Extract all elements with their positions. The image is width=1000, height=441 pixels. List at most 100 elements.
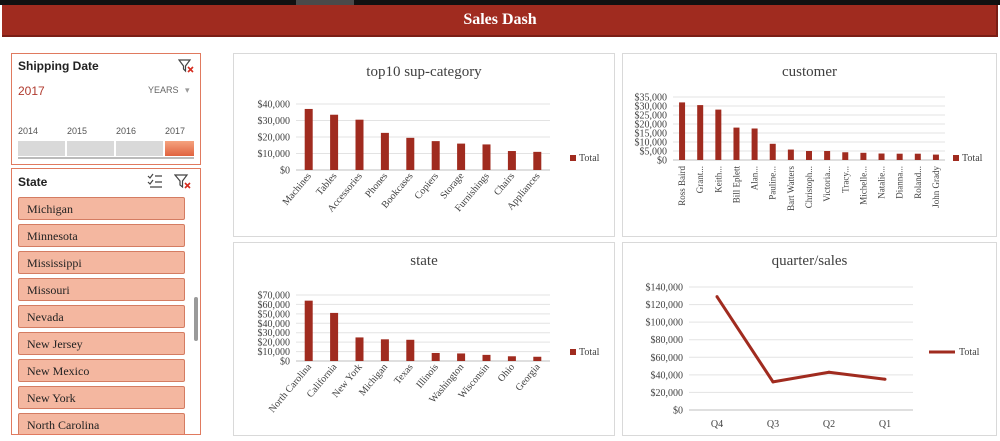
time-level-label: YEARS [148,85,179,95]
x-tick-label: Tables [314,171,339,198]
window-top-strip [0,0,1000,5]
timeline-segment-2015[interactable] [67,141,114,156]
bar [380,132,389,170]
timeline-year-label: 2015 [67,126,88,136]
x-tick-label: Georgia [514,361,543,393]
y-tick-label: $10,000 [258,149,291,160]
x-tick-label: Grant... [695,166,705,193]
timeline-segment-2014[interactable] [18,141,65,156]
y-tick-label: $0 [657,156,667,167]
x-tick-label: Q2 [823,419,835,430]
state-item[interactable]: North Carolina [18,413,185,434]
timeline-year-label: 2016 [116,126,137,136]
timeline-segment-2016[interactable] [116,141,163,156]
chevron-down-icon: ▾ [185,85,190,95]
x-tick-label: Q3 [767,419,779,430]
scrollbar-thumb[interactable] [194,297,198,341]
bar [878,153,885,160]
x-tick-label: Bart Watters [786,166,796,211]
y-tick-label: $60,000 [258,300,291,311]
y-tick-label: $50,000 [258,309,291,320]
x-tick-label: Natalie... [877,166,887,199]
series-line [715,295,886,384]
state-item[interactable]: New Mexico [18,359,185,382]
x-tick-label: Q1 [879,419,891,430]
y-tick-label: $40,000 [651,370,684,381]
timeline-year-labels: 2014 2015 2016 2017 [12,126,200,138]
y-tick-label: $140,000 [646,283,684,294]
timeline-segment-2017-selected[interactable] [165,141,194,156]
customer-chart: $0$5,000$10,000$15,000$20,000$25,000$30,… [635,93,983,211]
bar [842,152,849,160]
state-item[interactable]: Michigan [18,197,185,220]
legend-swatch [570,349,576,355]
y-tick-label: $15,000 [635,129,668,140]
data-point [771,380,775,384]
bar [896,153,903,160]
state-item[interactable]: Nevada [18,305,185,328]
x-tick-label: Keith... [713,166,723,193]
x-tick-label: Pauline... [768,166,778,200]
bar [457,143,466,170]
state-list-scrollbar[interactable] [193,197,199,433]
legend-swatch [570,155,576,161]
x-tick-label: Q4 [711,419,723,430]
bar [431,141,440,170]
quarter-chart-panel: quarter/sales $0 $20,000 $40,000 $60,000 $80… [622,242,997,436]
time-level-selector[interactable]: YEARS ▾ [148,85,190,96]
dashboard-header: Sales Dash [2,5,998,37]
bar [355,119,364,170]
quarter-chart: $0 $20,000 $40,000 $60,000 $80,000 $100,000 $1… [646,283,980,431]
bar [380,339,389,361]
bar [406,137,415,170]
legend-label: Total [579,153,600,164]
state-chart: $0$10,000$20,000$30,000$40,000$50,000$60… [258,291,600,416]
state-item[interactable]: Mississippi [18,251,185,274]
y-tick-label: $20,000 [258,338,291,349]
y-tick-label: $0 [280,166,290,177]
x-tick-label: Dianna... [895,166,905,199]
x-tick-label: Roland... [913,166,923,199]
x-tick-label: John Grady [931,166,941,208]
bar [304,108,313,170]
data-point [827,370,831,374]
bar [932,154,939,160]
x-tick-label: Christoph... [804,166,814,208]
state-slicer-title: State [18,175,48,189]
y-tick-label: $40,000 [258,319,291,330]
bar [330,114,339,170]
x-tick-label: Ohio [496,362,517,384]
clear-filter-icon[interactable] [177,58,194,74]
bar [507,356,516,361]
state-item[interactable]: New York [18,386,185,409]
bar [914,153,921,160]
bar [679,102,686,160]
legend-label: Total [579,347,600,358]
bar [482,354,491,361]
bar [769,143,776,160]
legend-label: Total [959,347,980,358]
x-tick-label: Bill Eplett [731,166,741,204]
shipping-date-slicer-title: Shipping Date [18,59,99,73]
state-item[interactable]: Minnesota [18,224,185,247]
shipping-date-slicer[interactable]: Shipping Date 2017 YEARS ▾ 2014 2015 201… [11,53,201,165]
y-tick-label: $10,000 [258,347,291,358]
timeline-year-label: 2017 [165,126,186,136]
data-point [883,377,887,381]
bar [457,353,466,361]
x-tick-label: Tracy... [840,166,850,193]
bar [697,105,704,160]
y-tick-label: $100,000 [646,318,684,329]
x-tick-label: Ross Baird [677,166,687,206]
state-item[interactable]: New Jersey [18,332,185,355]
timeline-bar[interactable] [18,141,194,159]
state-slicer[interactable]: State Michigan Minnesota Mississippi Mis… [11,168,201,435]
multi-select-icon[interactable] [147,173,163,189]
subcategory-chart-panel: top10 sup-category $0 $10,000 $20,000 $30,0… [233,53,615,237]
state-item[interactable]: Missouri [18,278,185,301]
clear-filter-icon[interactable] [173,173,192,191]
x-tick-label: Victoria... [822,166,832,202]
bar [482,144,491,170]
y-tick-label: $10,000 [635,138,668,149]
bar [806,151,812,160]
